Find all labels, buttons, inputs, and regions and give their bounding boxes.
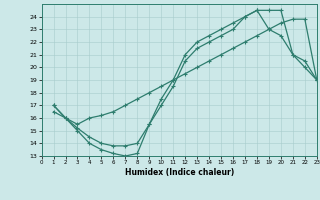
X-axis label: Humidex (Indice chaleur): Humidex (Indice chaleur) [124,168,234,177]
